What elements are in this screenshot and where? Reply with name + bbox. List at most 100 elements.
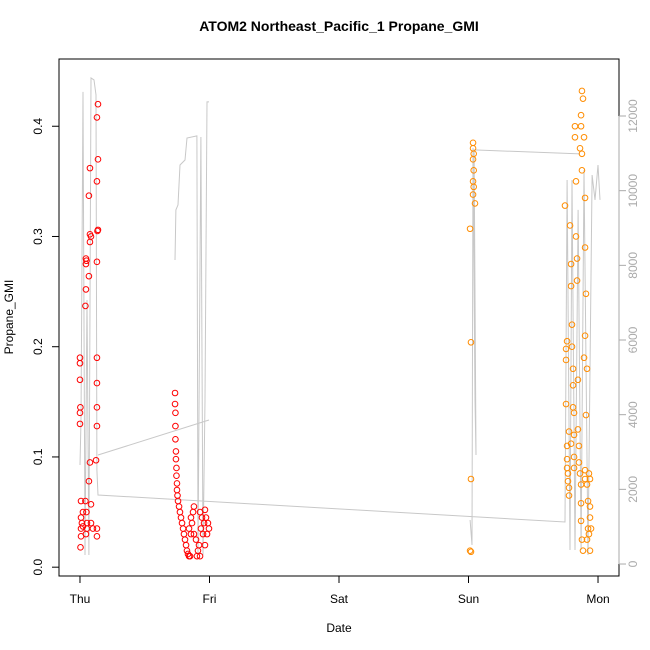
point	[94, 156, 102, 163]
point	[82, 260, 90, 268]
y2-tick-label: 8000	[626, 252, 640, 279]
point	[586, 475, 594, 483]
point	[87, 501, 95, 508]
point	[93, 404, 101, 411]
point	[82, 302, 89, 310]
point	[86, 459, 94, 466]
point	[567, 282, 575, 290]
point	[569, 365, 577, 373]
x-tick-label: Thu	[70, 592, 91, 606]
point	[199, 530, 207, 538]
point	[583, 481, 591, 488]
point	[584, 497, 592, 505]
point	[94, 100, 102, 108]
point	[190, 530, 198, 538]
point	[581, 332, 589, 339]
point	[575, 459, 583, 466]
point	[582, 290, 590, 298]
point	[566, 222, 574, 229]
point	[570, 409, 578, 417]
point	[577, 111, 585, 119]
point	[570, 453, 578, 461]
y-tick-label: 0.1	[31, 448, 45, 465]
point	[172, 436, 179, 443]
point	[470, 167, 477, 174]
point	[579, 95, 587, 102]
point	[562, 345, 570, 353]
point	[574, 426, 582, 433]
point	[92, 456, 100, 464]
point	[83, 257, 90, 265]
point	[82, 530, 90, 538]
point	[583, 536, 591, 543]
point	[172, 448, 180, 455]
point	[569, 381, 577, 389]
point	[578, 167, 586, 174]
point	[78, 519, 86, 527]
point	[86, 238, 94, 246]
point	[582, 411, 590, 419]
point	[575, 442, 583, 450]
point	[466, 225, 474, 233]
x-tick-label: Mon	[586, 592, 609, 606]
point	[76, 359, 84, 367]
point	[197, 525, 205, 532]
point	[570, 464, 578, 472]
point	[578, 150, 586, 158]
point	[198, 514, 206, 521]
point	[83, 508, 90, 516]
point	[77, 497, 85, 505]
point	[581, 194, 589, 202]
point	[172, 409, 179, 417]
point	[586, 514, 594, 521]
point	[86, 164, 94, 172]
point	[563, 455, 571, 463]
point	[171, 400, 179, 408]
point	[581, 475, 589, 483]
point	[93, 533, 101, 540]
y2-tick-label: 4000	[626, 401, 640, 428]
point	[564, 470, 572, 477]
point	[82, 286, 90, 293]
point	[76, 420, 84, 428]
point	[581, 466, 589, 474]
point	[578, 536, 586, 543]
point	[568, 321, 576, 328]
point	[578, 87, 586, 95]
point	[567, 260, 575, 268]
point	[585, 530, 593, 538]
point	[469, 191, 477, 198]
point	[93, 379, 101, 387]
y2-tick-label: 2000	[626, 476, 640, 503]
point	[577, 499, 585, 507]
point	[565, 428, 573, 435]
point	[187, 514, 195, 521]
point	[85, 477, 93, 485]
point	[572, 178, 580, 185]
point	[82, 497, 89, 505]
point	[173, 472, 180, 479]
point	[470, 183, 477, 191]
point	[467, 475, 475, 483]
point	[466, 547, 474, 554]
point	[577, 122, 585, 130]
point	[201, 541, 209, 549]
chart-title: ATOM2 Northeast_Pacific_1 Propane_GMI	[199, 18, 479, 34]
point	[565, 484, 573, 492]
point	[187, 530, 195, 538]
point	[586, 547, 594, 554]
point	[196, 552, 204, 560]
point	[574, 376, 582, 384]
point	[581, 244, 589, 251]
point	[87, 519, 95, 527]
point	[200, 519, 208, 527]
point	[93, 422, 101, 430]
point	[571, 133, 579, 141]
y-tick-label: 0.3	[31, 228, 45, 245]
point	[471, 200, 479, 207]
point	[570, 431, 578, 439]
x-tick-label: Sun	[458, 592, 479, 606]
point	[186, 552, 194, 560]
point	[171, 389, 179, 397]
